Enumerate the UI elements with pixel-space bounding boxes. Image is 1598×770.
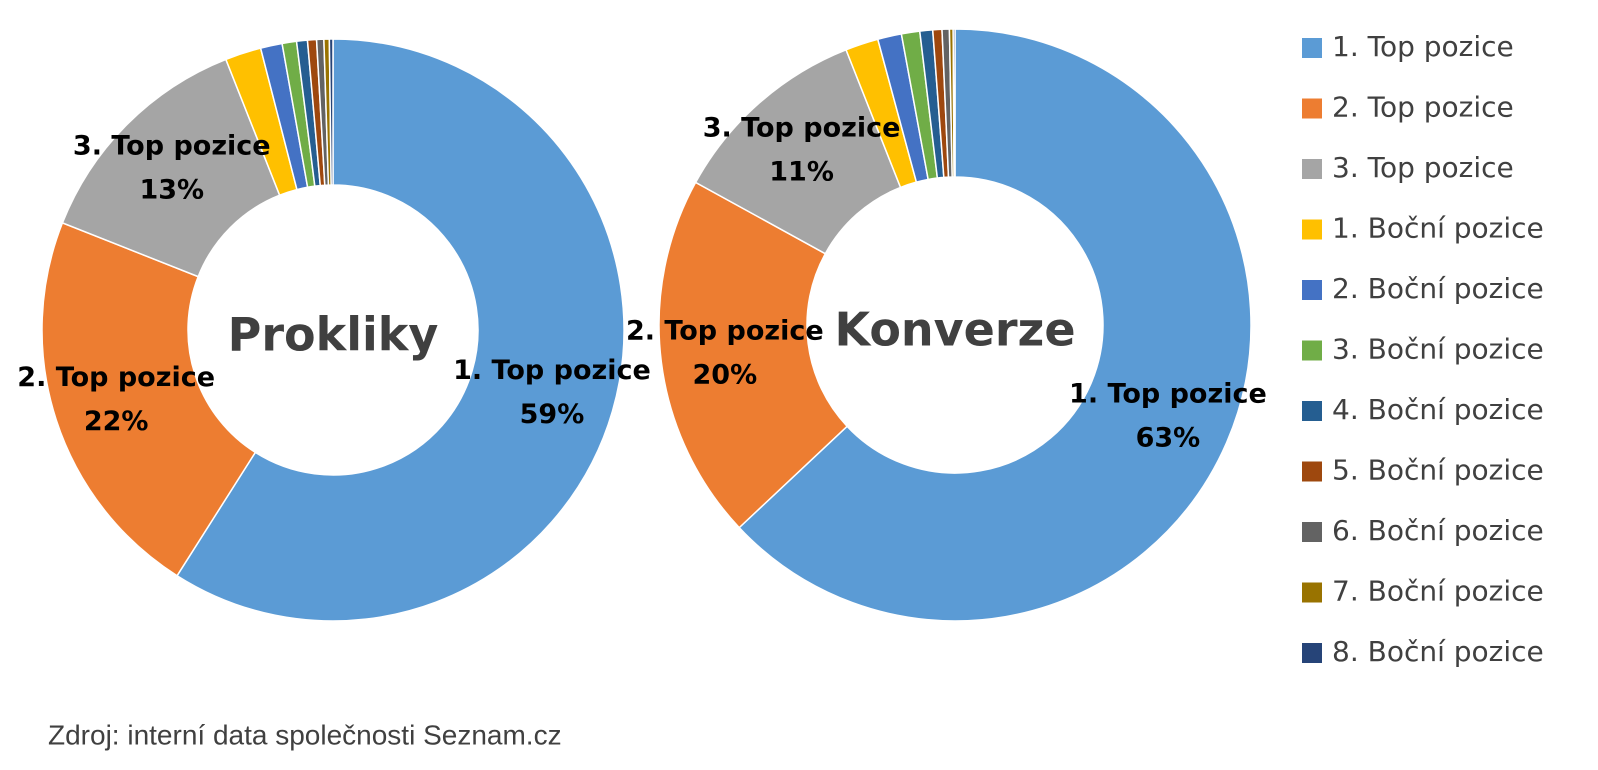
- legend-swatch: [1302, 280, 1322, 300]
- legend-label: 1. Top pozice: [1332, 30, 1514, 63]
- slice: [658, 181, 849, 529]
- legend-label: 8. Boční pozice: [1332, 635, 1544, 668]
- center-title: Prokliky: [228, 308, 439, 362]
- legend-swatch: [1302, 401, 1322, 421]
- slice: [328, 38, 334, 186]
- legend-swatch: [1302, 98, 1322, 119]
- legend-label: 3. Top pozice: [1332, 151, 1514, 184]
- slice: [41, 221, 257, 577]
- legend-label: 7. Boční pozice: [1332, 575, 1544, 608]
- legend-swatch: [1302, 461, 1322, 482]
- legend-label: 3. Boční pozice: [1332, 333, 1544, 366]
- legend-swatch: [1302, 38, 1322, 58]
- legend-swatch: [1302, 522, 1322, 542]
- slice-value: 20%: [693, 360, 758, 391]
- slice-label: 2. Top pozice: [17, 362, 215, 393]
- source: Zdroj: interní data společnosti Seznam.c…: [48, 719, 562, 750]
- slice-value: 59%: [520, 399, 585, 430]
- slice-value: 13%: [139, 174, 204, 205]
- legend-label: 4. Boční pozice: [1332, 393, 1544, 426]
- legend-swatch: [1302, 643, 1322, 663]
- legend-swatch: [1302, 159, 1322, 179]
- legend-label: 2. Boční pozice: [1332, 272, 1544, 305]
- slice-value: 22%: [84, 406, 149, 437]
- slice-label: 3. Top pozice: [73, 130, 271, 161]
- center-title: Konverze: [834, 303, 1075, 357]
- legend-swatch: [1302, 582, 1322, 603]
- slice: [738, 28, 1252, 622]
- slice-value: 63%: [1136, 423, 1201, 454]
- legend-swatch: [1302, 340, 1322, 361]
- slice-label: 1. Top pozice: [453, 355, 651, 386]
- slice-label: 3. Top pozice: [703, 112, 901, 143]
- slice-label: 2. Top pozice: [626, 316, 824, 347]
- legend-swatch: [1302, 219, 1322, 240]
- slice: [176, 38, 625, 622]
- legend-label: 5. Boční pozice: [1332, 454, 1544, 487]
- legend-label: 2. Top pozice: [1332, 91, 1514, 124]
- legend-label: 6. Boční pozice: [1332, 514, 1544, 547]
- slice-label: 1. Top pozice: [1069, 379, 1267, 410]
- legend-label: 1. Boční pozice: [1332, 212, 1544, 245]
- slice: [61, 58, 281, 278]
- slice-value: 11%: [769, 156, 834, 187]
- slice: [952, 28, 956, 178]
